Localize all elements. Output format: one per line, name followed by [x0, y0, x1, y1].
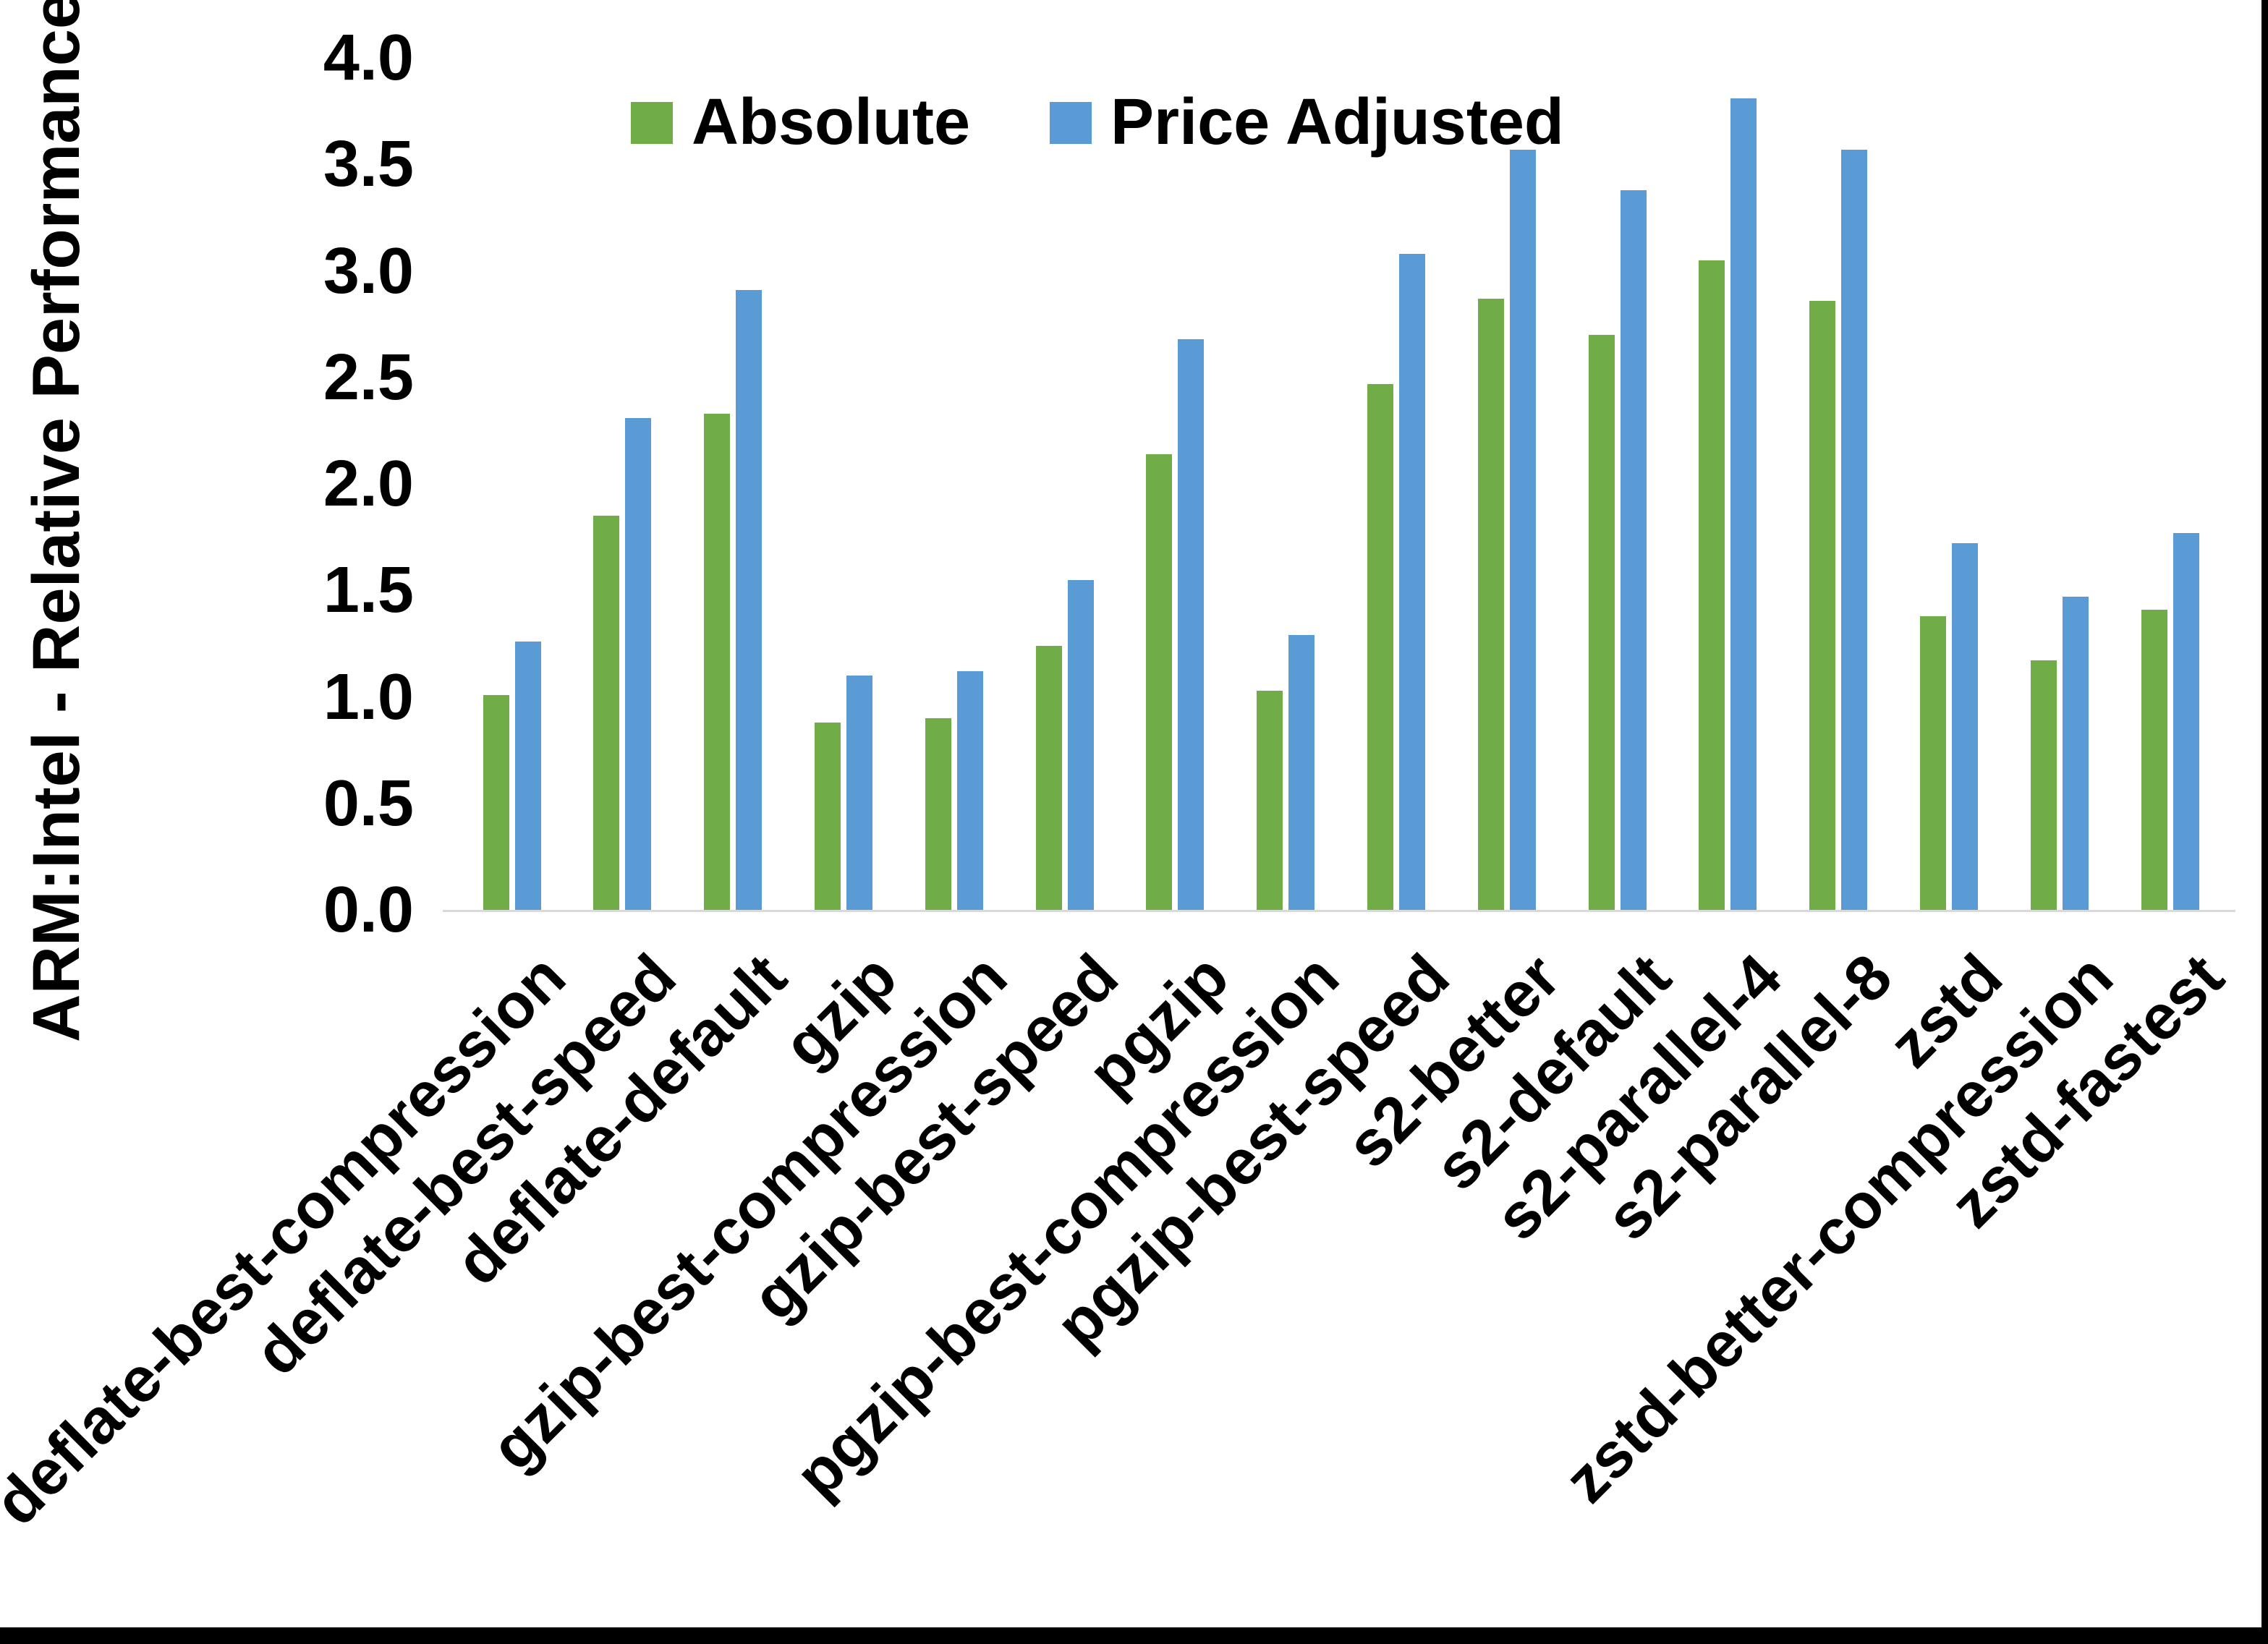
bar-price-adjusted-s2-parallel-8 [1841, 150, 1867, 910]
bar-price-adjusted-zstd [1952, 543, 1978, 910]
bar-absolute-gzip [815, 723, 841, 910]
bar-price-adjusted-s2-better [1510, 150, 1536, 910]
y-axis-tick-label-1.0: 1.0 [323, 661, 414, 733]
y-axis-tick-label-3.0: 3.0 [323, 235, 414, 307]
legend-swatch-absolute [631, 101, 673, 144]
y-axis-tick-label-1.5: 1.5 [323, 554, 414, 626]
y-axis-tick-label-0.5: 0.5 [323, 767, 414, 840]
legend-label-price-adjusted: Price Adjusted [1110, 86, 1564, 158]
bar-absolute-pgzip-best-speed [1367, 384, 1393, 910]
bar-absolute-deflate-default [704, 414, 730, 910]
bar-price-adjusted-zstd-fastest [2173, 533, 2199, 910]
bar-price-adjusted-gzip [846, 676, 872, 910]
bar-absolute-s2-better [1478, 299, 1504, 910]
legend: Absolute Price Adjusted [631, 85, 1564, 160]
bar-price-adjusted-s2-default [1621, 190, 1647, 910]
bar-absolute-zstd-better-compression [2031, 660, 2057, 910]
bar-absolute-s2-parallel-8 [1809, 301, 1835, 910]
bar-price-adjusted-deflate-best-compression [515, 642, 541, 910]
bar-absolute-pgzip-best-compression [1257, 691, 1283, 910]
y-axis-tick-label-3.5: 3.5 [323, 128, 414, 200]
bar-absolute-gzip-best-speed [1036, 646, 1062, 910]
bar-price-adjusted-gzip-best-speed [1068, 580, 1094, 910]
bar-price-adjusted-zstd-better-compression [2063, 597, 2089, 910]
bar-price-adjusted-pgzip-best-compression [1288, 635, 1314, 910]
bar-absolute-s2-parallel-4 [1699, 260, 1725, 910]
y-axis-tick-label-4.0: 4.0 [323, 22, 414, 94]
legend-swatch-price-adjusted [1050, 101, 1092, 144]
bar-absolute-pgzip [1146, 454, 1172, 910]
bar-price-adjusted-deflate-best-speed [625, 418, 651, 910]
bar-price-adjusted-pgzip [1178, 339, 1204, 910]
window-edge-right [2261, 0, 2268, 1644]
bar-price-adjusted-s2-parallel-4 [1730, 98, 1757, 910]
y-axis-tick-label-0.0: 0.0 [323, 874, 414, 946]
bar-absolute-zstd [1920, 616, 1946, 910]
bar-absolute-zstd-fastest [2141, 610, 2167, 910]
legend-label-absolute: Absolute [692, 86, 971, 158]
bar-absolute-gzip-best-compression [925, 718, 951, 910]
legend-item-absolute: Absolute [631, 85, 970, 160]
y-axis-tick-label-2.5: 2.5 [323, 341, 414, 414]
bar-price-adjusted-gzip-best-compression [957, 671, 983, 910]
y-axis-tick-label-2.0: 2.0 [323, 448, 414, 520]
window-edge-bottom [0, 1627, 2268, 1644]
bar-absolute-s2-default [1589, 335, 1615, 910]
bar-absolute-deflate-best-speed [593, 516, 619, 910]
legend-item-price-adjusted: Price Adjusted [1050, 85, 1564, 160]
bar-absolute-deflate-best-compression [483, 695, 509, 910]
x-axis-line [443, 910, 2235, 912]
bar-price-adjusted-pgzip-best-speed [1399, 254, 1425, 910]
bar-price-adjusted-deflate-default [736, 290, 762, 910]
